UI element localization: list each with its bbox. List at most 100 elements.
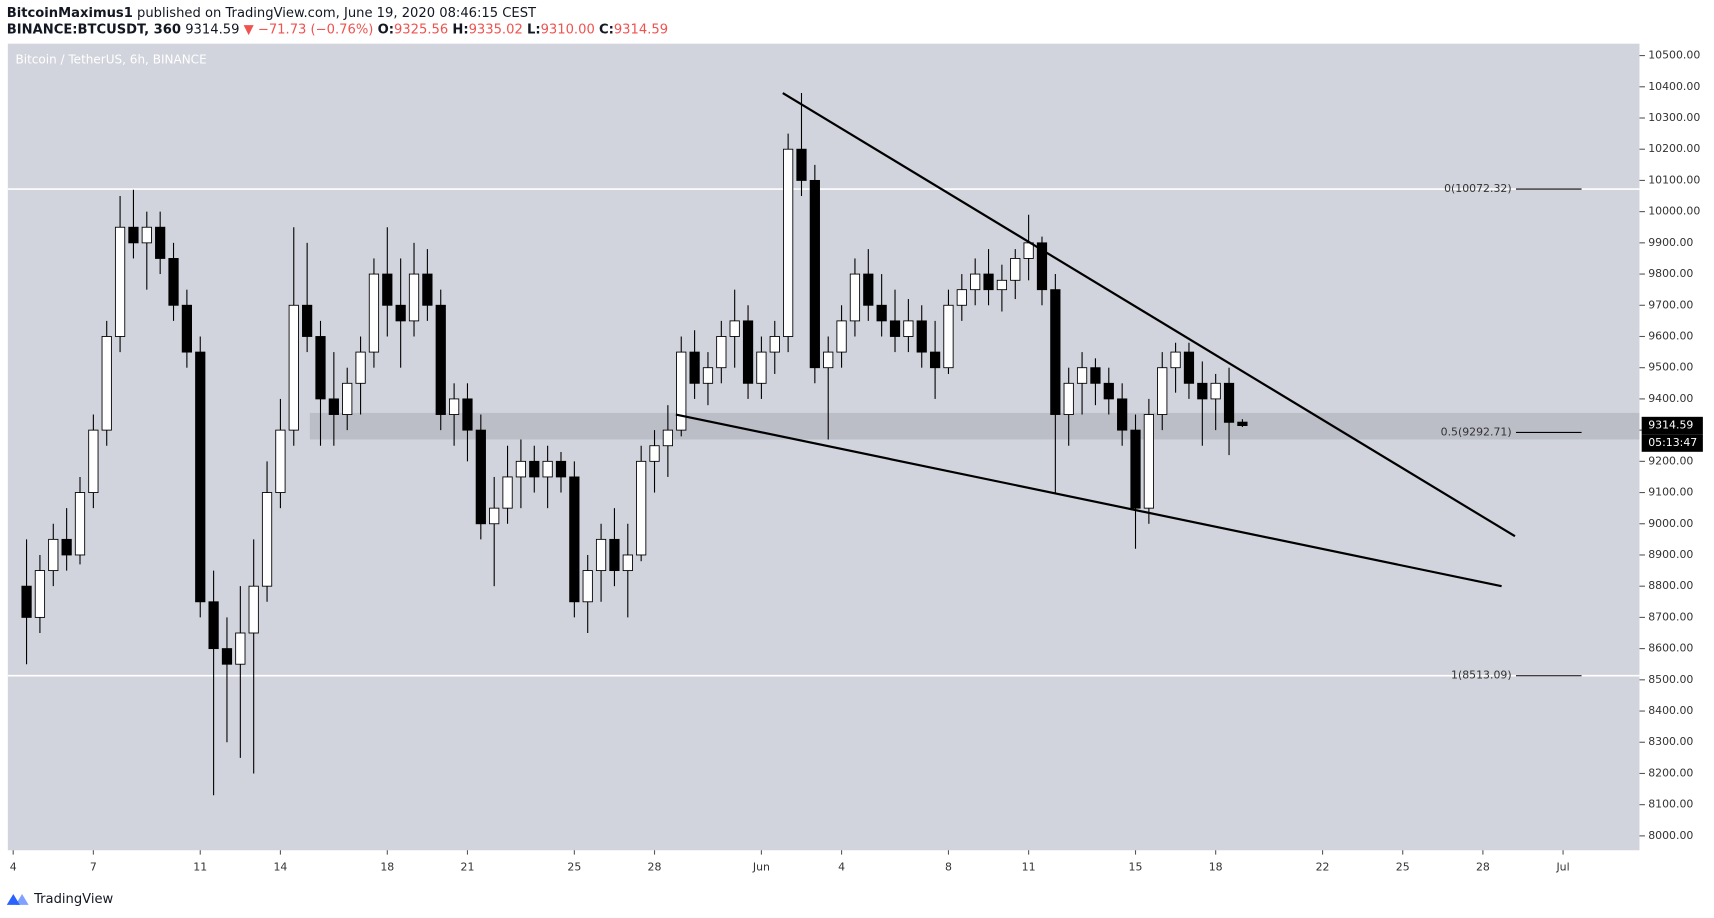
candle-body — [595, 538, 607, 572]
candle-body — [702, 367, 714, 384]
candle-body — [88, 429, 99, 493]
published: published on TradingView.com, June 19, 2… — [137, 6, 537, 21]
candle-body — [515, 460, 527, 478]
candle-body — [889, 320, 901, 337]
trendline — [782, 92, 1516, 538]
candle-body — [849, 273, 861, 322]
candle-body — [1117, 398, 1128, 431]
candle-body — [395, 304, 406, 322]
candle-body — [729, 320, 740, 337]
candle-body — [929, 351, 941, 369]
candle-body — [315, 336, 326, 400]
candle-body — [823, 351, 834, 369]
candle-body — [155, 226, 166, 259]
candle-body — [181, 304, 192, 353]
candle-body — [742, 320, 754, 384]
candle-body — [141, 226, 152, 244]
y-tick-label: 8800.00 — [1648, 579, 1693, 592]
x-tick-label: 25 — [1396, 861, 1410, 874]
y-tick-label: 8300.00 — [1648, 735, 1693, 748]
candle-body — [1237, 421, 1248, 427]
author: BitcoinMaximus1 — [7, 6, 133, 21]
candle-body — [582, 570, 593, 603]
x-tick-label: 18 — [1209, 861, 1223, 874]
y-tick-label: 8500.00 — [1648, 673, 1693, 686]
x-tick-label: 8 — [945, 861, 952, 874]
candle-body — [836, 320, 847, 353]
candle-body — [662, 429, 673, 447]
candle-body — [248, 585, 259, 634]
y-tick-label: 9700.00 — [1648, 298, 1693, 311]
y-tick-label: 8600.00 — [1648, 642, 1693, 655]
candle-body — [796, 148, 807, 181]
y-tick-label: 9500.00 — [1648, 361, 1693, 374]
footer-brand: TradingView — [33, 892, 113, 907]
candle-body — [21, 585, 32, 618]
o-value: 9325.56 — [394, 22, 448, 37]
last-price-box — [1641, 416, 1703, 435]
header-line-1: BitcoinMaximus1 published on TradingView… — [7, 6, 537, 21]
o-label: O: — [378, 22, 394, 37]
candle-body — [542, 460, 553, 478]
candle-body — [996, 279, 1008, 291]
x-tick-label: 11 — [1022, 861, 1036, 874]
y-tick-label: 10200.00 — [1648, 142, 1700, 155]
candle-body — [34, 570, 46, 618]
candle-body — [783, 148, 794, 337]
x-tick-label: 28 — [1476, 861, 1490, 874]
y-tick-label: 8200.00 — [1648, 766, 1693, 779]
countdown-label: 05:13:47 — [1648, 436, 1697, 449]
candle-body — [609, 538, 620, 572]
candle-body — [970, 273, 981, 291]
candle-body — [435, 304, 446, 415]
candle-body — [769, 336, 780, 353]
x-tick-label: Jul — [1555, 861, 1569, 874]
candle-body — [1170, 351, 1181, 369]
candle-body — [275, 429, 286, 493]
y-tick-label: 9800.00 — [1648, 267, 1693, 280]
candle-body — [382, 273, 393, 306]
x-tick-label: 14 — [273, 861, 287, 874]
candle-body — [555, 460, 567, 478]
x-tick-label: 21 — [461, 861, 475, 874]
logo — [6, 893, 29, 905]
x-tick-label: 15 — [1129, 861, 1143, 874]
y-tick-label: 9600.00 — [1648, 329, 1693, 342]
candle-body — [876, 304, 887, 322]
candle-body — [355, 351, 366, 384]
y-tick-label: 10400.00 — [1648, 80, 1700, 93]
candle-body — [529, 460, 540, 478]
header-line-2: BINANCE:BTCUSDT, 360 9314.59 ▼ −71.73 (−… — [7, 22, 668, 37]
candle-body — [1197, 382, 1208, 400]
y-tick-label: 9000.00 — [1648, 517, 1693, 530]
x-tick-label: 11 — [193, 861, 207, 874]
l-label: L: — [527, 22, 541, 37]
candle-body — [1183, 351, 1195, 384]
x-tick-label: 25 — [567, 861, 581, 874]
candle-body — [342, 382, 353, 415]
level-label: 1(8513.09) — [1451, 669, 1512, 682]
y-tick-label: 9900.00 — [1648, 236, 1693, 249]
candle-body — [1223, 382, 1235, 423]
plot: 0(10072.32) 0.5(9292.71) 1(8513.09) — [7, 92, 1640, 796]
y-tick-label: 8000.00 — [1648, 829, 1693, 842]
candle-body — [101, 336, 112, 431]
candle-body — [1050, 289, 1061, 415]
plot-layer: 0(10072.32) 0.5(9292.71) 1(8513.09) — [7, 92, 1640, 796]
h-label: H: — [452, 22, 468, 37]
candle-body — [328, 398, 339, 415]
candle-body — [1210, 382, 1221, 400]
x-tick-label: 18 — [380, 861, 394, 874]
candle-body — [261, 492, 273, 587]
candle-body — [1063, 382, 1074, 415]
candle-body — [422, 273, 433, 306]
change: ▼ −71.73 (−0.76%) — [244, 22, 374, 37]
zone — [309, 412, 1640, 440]
candle-body — [448, 398, 460, 415]
y-tick-label: 10000.00 — [1648, 205, 1700, 218]
candle-body — [128, 226, 139, 244]
x-tick-label: 28 — [648, 861, 662, 874]
l-value: 9310.00 — [541, 22, 595, 37]
candle-body — [756, 351, 767, 384]
